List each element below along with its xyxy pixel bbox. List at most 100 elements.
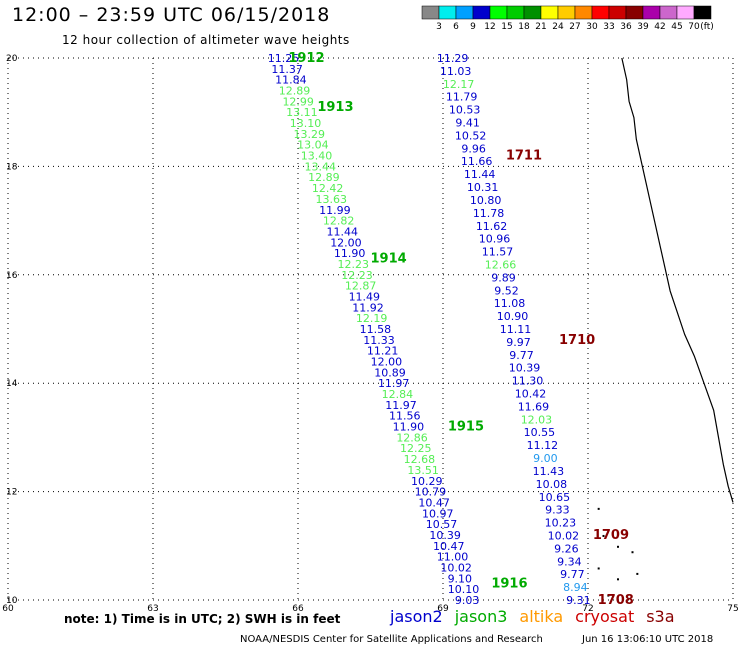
wave-height-label: 13.29 (293, 128, 325, 141)
lat-tick-label: 10 (6, 596, 18, 606)
wave-height-label: 13.04 (297, 139, 329, 152)
legend-swatch (591, 5, 610, 20)
lat-tick-label: 16 (6, 271, 18, 281)
wave-height-label: 12.68 (404, 453, 436, 466)
wave-height-label: 11.99 (319, 204, 351, 217)
legend-swatch (506, 5, 525, 20)
wave-height-label: 12.66 (485, 258, 517, 271)
island-dot (631, 551, 634, 554)
wave-height-label: 11.30 (512, 375, 544, 388)
legend-swatch (421, 5, 440, 20)
wave-height-label: 12.23 (341, 269, 373, 282)
wave-height-label: 9.31 (566, 594, 591, 607)
lon-tick-label: 75 (727, 604, 738, 614)
legend-swatch (557, 5, 576, 20)
wave-height-label: 10.57 (426, 518, 458, 531)
wave-height-label: 11.03 (440, 65, 472, 78)
island-dot (636, 572, 639, 575)
wave-height-label: 11.33 (363, 334, 395, 347)
wave-height-label: 9.41 (455, 117, 480, 130)
wave-height-label: 9.03 (455, 594, 480, 607)
wave-height-label: 11.56 (389, 410, 421, 423)
legend-swatch (625, 5, 644, 20)
wave-height-label: 11.97 (378, 377, 410, 390)
wave-height-label: 12.00 (330, 236, 362, 249)
legend-label: 9 (470, 22, 476, 32)
legend-label: 3 (436, 22, 442, 32)
island-dot (617, 578, 619, 581)
legend-label: 45 (671, 22, 682, 32)
wave-height-label: 10.23 (545, 517, 577, 530)
track-s3a-east: 11.2911.0312.1711.7910.539.4110.529.9611… (437, 52, 634, 608)
wave-height-label: 11.79 (446, 91, 478, 104)
island-dot (602, 534, 605, 537)
wave-height-label: 12.23 (338, 258, 370, 271)
wave-height-label: 11.62 (476, 220, 508, 233)
wave-height-label: 9.97 (506, 336, 531, 349)
legend-label: 33 (603, 22, 614, 32)
wave-height-label: 9.77 (509, 349, 534, 362)
lat-tick-label: 14 (6, 379, 18, 389)
legend-swatch (540, 5, 559, 20)
wave-height-label: 13.51 (407, 464, 439, 477)
wave-height-label: 10.80 (470, 194, 502, 207)
wave-height-label: 11.84 (275, 74, 307, 87)
wave-height-label: 9.96 (461, 142, 486, 155)
wave-height-label: 9.26 (554, 542, 579, 555)
wave-height-label: 9.10 (448, 572, 473, 585)
mission-altika: altika (519, 607, 564, 626)
wave-height-label: 11.92 (352, 301, 384, 314)
lat-tick-label: 20 (6, 54, 18, 64)
wave-height-label: 9.77 (560, 568, 585, 581)
wave-height-label: 11.43 (533, 465, 565, 478)
legend-label: 24 (552, 22, 564, 32)
lat-tick-label: 18 (6, 162, 18, 172)
wave-height-label: 11.08 (494, 297, 526, 310)
wave-height-label: 11.11 (500, 323, 532, 336)
wave-height-label: 10.31 (467, 181, 499, 194)
lon-tick-label: 72 (582, 604, 593, 614)
legend-label: 36 (620, 22, 632, 32)
map-subtitle: 12 hour collection of altimeter wave hei… (62, 33, 350, 47)
wave-height-label: 13.40 (301, 150, 333, 163)
wave-height-label: 9.89 (491, 271, 516, 284)
coastline (597, 57, 734, 597)
wave-height-label: 12.89 (308, 171, 340, 184)
wave-height-label: 10.02 (440, 561, 472, 574)
legend-label: 42 (654, 22, 665, 32)
legend-swatch (472, 5, 491, 20)
wave-height-label: 10.97 (422, 507, 454, 520)
wave-height-label: 10.02 (548, 529, 580, 542)
island-dot (617, 545, 619, 548)
wave-height-label: 11.44 (327, 225, 359, 238)
island-dot (597, 507, 600, 510)
wave-height-label: 11.44 (464, 168, 496, 181)
wave-height-label: 10.90 (497, 310, 529, 323)
legend-swatch (693, 5, 712, 20)
legend-swatch (455, 5, 474, 20)
legend-label: 12 (484, 22, 495, 32)
wave-height-label: 11.66 (461, 155, 493, 168)
wave-height-label: 13.44 (304, 160, 336, 173)
wave-height-label: 13.10 (290, 117, 322, 130)
pass-number-label: 1912 (288, 51, 324, 66)
wave-height-label: 9.33 (545, 504, 570, 517)
wave-height-label: 12.99 (282, 95, 314, 108)
legend-label: 27 (569, 22, 580, 32)
wave-height-label: 11.12 (527, 439, 559, 452)
wave-height-label: 10.47 (433, 540, 465, 553)
wave-height-label: 12.89 (279, 85, 311, 98)
track-jason3-west: 11.2511.3711.8412.8912.9913.1113.1013.29… (268, 51, 528, 607)
legend-label: 6 (453, 22, 459, 32)
mission-cryosat: cryosat (575, 607, 635, 626)
map-title: 12:00 – 23:59 UTC 06/15/2018 (12, 4, 331, 26)
wave-height-label: 11.58 (360, 323, 392, 336)
color-legend: 3 6 9 12 15 18 21 24 27 30 33 36 39 42 45 70 (ft) (421, 5, 714, 32)
wave-height-label: 12.03 (521, 413, 553, 426)
lon-tick-label: 66 (292, 604, 304, 614)
wave-height-label: 11.57 (482, 246, 514, 259)
legend-swatch (642, 5, 661, 20)
pass-number-label: 1711 (506, 149, 542, 164)
legend-swatch (438, 5, 457, 20)
wave-height-label: 10.65 (539, 491, 571, 504)
